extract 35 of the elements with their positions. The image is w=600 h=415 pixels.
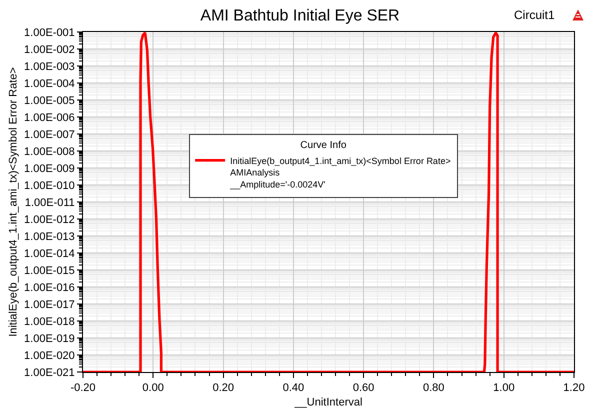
- y-tick-label: 1.00E-011: [24, 196, 75, 209]
- y-axis-title: InitialEye(b_output4_1.int_ami_tx)<Symbol Error Rate>: [8, 67, 20, 337]
- x-tick-label: 1.20: [563, 382, 585, 394]
- y-tick-label: 1.00E-021: [24, 366, 75, 379]
- y-tick-label: 1.00E-015: [24, 264, 75, 277]
- y-tick-label: 1.00E-006: [24, 112, 75, 124]
- y-tick-label: 1.00E-005: [24, 94, 75, 107]
- y-tick-label: 1.00E-019: [24, 332, 75, 345]
- x-tick-label: 0.20: [212, 382, 234, 394]
- y-tick-label: 1.00E-010: [24, 180, 75, 192]
- y-tick-label: 1.00E-003: [24, 60, 75, 73]
- x-tick-label: -0.20: [70, 382, 96, 394]
- legend-label: InitialEye(b_output4_1.int_ami_tx)<Symbol Error Rate> AMIAnalysis __Amplitude='-0.0024V': [229, 156, 451, 190]
- x-tick-label: 1.00: [493, 382, 515, 394]
- legend-title: Curve Info: [300, 140, 347, 151]
- y-tick-label: 1.00E-002: [24, 44, 75, 56]
- y-tick-label: 1.00E-008: [24, 146, 75, 158]
- x-tick-label: 0.00: [142, 382, 164, 394]
- chart-title: AMI Bathtub Initial Eye SER: [200, 8, 400, 25]
- y-tick-label: 1.00E-016: [24, 282, 75, 294]
- y-tick-label: 1.00E-012: [24, 214, 75, 226]
- y-tick-label: 1.00E-001: [24, 26, 75, 39]
- y-tick-label: 1.00E-009: [24, 162, 75, 175]
- y-tick-label: 1.00E-020: [24, 350, 75, 362]
- y-tick-label: 1.00E-004: [24, 78, 75, 90]
- text: Circuit1: [514, 8, 555, 22]
- x-tick-label: 0.80: [423, 382, 444, 394]
- x-tick-label: 0.40: [282, 382, 304, 394]
- y-tick-label: 1.00E-017: [24, 298, 75, 311]
- y-tick-label: 1.00E-014: [24, 248, 75, 260]
- x-axis-title: __UnitInterval: [294, 396, 362, 408]
- y-tick-label: 1.00E-018: [24, 316, 75, 328]
- x-tick-label: 0.60: [352, 382, 374, 394]
- y-tick-label: 1.00E-013: [24, 230, 75, 243]
- y-tick-label: 1.00E-007: [24, 128, 75, 141]
